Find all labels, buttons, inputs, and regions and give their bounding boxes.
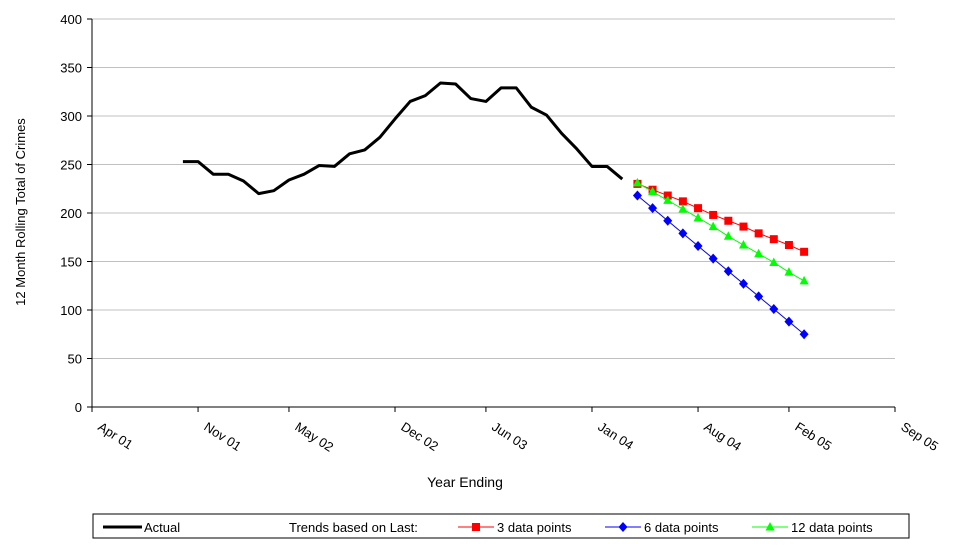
y-axis-title: 12 Month Rolling Total of Crimes <box>13 118 28 306</box>
legend-trend-prefix: Trends based on Last: <box>289 520 418 535</box>
data-point-triangle <box>723 231 733 240</box>
data-point-square <box>724 216 733 225</box>
data-point-triangle <box>648 186 658 196</box>
x-tick-label: Dec 02 <box>398 419 441 454</box>
series-line <box>637 183 805 253</box>
data-point-diamond <box>678 228 688 239</box>
x-tick-label: Feb 05 <box>792 419 834 454</box>
series-line <box>637 182 805 282</box>
y-tick-label: 100 <box>60 303 82 318</box>
data-point-diamond <box>754 291 764 302</box>
data-point-diamond <box>618 522 628 532</box>
data-point-diamond <box>799 329 809 340</box>
data-point-triangle <box>632 177 642 187</box>
data-point-triangle <box>799 275 809 285</box>
gridlines <box>92 18 895 359</box>
series-6-data-points <box>632 190 809 340</box>
series-12-data-points <box>632 177 809 285</box>
legend-trend-items: 3 data points 6 data points 12 data points <box>458 520 873 535</box>
data-point-square <box>472 523 480 531</box>
data-point-triangle <box>663 195 673 204</box>
series-line <box>182 81 624 196</box>
data-point-square <box>739 222 748 231</box>
data-point-diamond <box>738 278 748 289</box>
data-point-triangle <box>765 522 775 531</box>
y-tick-label: 250 <box>60 158 82 173</box>
y-tick-label: 200 <box>60 206 82 221</box>
data-point-diamond <box>784 316 794 327</box>
series-actual <box>182 81 624 196</box>
legend-label: 12 data points <box>791 520 873 535</box>
x-axis-title: Year Ending <box>427 474 503 490</box>
legend-label: 3 data points <box>497 520 572 535</box>
legend-label: 6 data points <box>644 520 719 535</box>
data-point-diamond <box>723 266 733 277</box>
x-tick-label: Jun 03 <box>489 419 530 453</box>
legend-item: 6 data points <box>605 520 719 535</box>
x-tick-label: Jan 04 <box>595 419 636 453</box>
y-tick-label: 0 <box>75 400 82 415</box>
data-point-diamond <box>632 190 642 201</box>
x-tick-label: Sep 05 <box>898 419 941 454</box>
data-point-square <box>784 241 793 250</box>
y-tick-label: 400 <box>60 12 82 27</box>
data-point-triangle <box>754 248 764 258</box>
data-point-square <box>800 247 809 256</box>
x-tick-label: Aug 04 <box>701 419 744 454</box>
data-point-square <box>678 197 687 206</box>
legend-box <box>92 513 910 539</box>
data-point-square <box>694 204 703 213</box>
x-tick-label: Apr 01 <box>95 419 135 452</box>
y-tick-label: 350 <box>60 61 82 76</box>
data-point-diamond <box>708 253 718 264</box>
data-point-square <box>754 229 763 238</box>
data-point-triangle <box>693 212 703 222</box>
data-point-triangle <box>738 240 748 249</box>
x-tick-label: Nov 01 <box>201 419 244 454</box>
series-group <box>182 81 809 340</box>
x-tick-label: May 02 <box>292 419 336 455</box>
data-point-diamond <box>663 215 673 226</box>
axes: 0 50 100 150 200 250 300 350 400 Apr 01 Nov 01 May … <box>60 12 941 455</box>
legend-label-actual: Actual <box>144 520 180 535</box>
data-point-triangle <box>784 267 794 276</box>
y-tick-label: 300 <box>60 109 82 124</box>
data-point-triangle <box>769 257 779 266</box>
data-point-triangle <box>708 221 718 231</box>
data-point-square <box>769 235 778 244</box>
data-point-triangle <box>678 204 688 213</box>
y-tick-label: 150 <box>60 255 82 270</box>
legend-item: 12 data points <box>752 520 873 535</box>
legend-item: 3 data points <box>458 520 572 535</box>
data-point-square <box>709 210 718 219</box>
y-tick-label: 50 <box>68 352 82 367</box>
series-3-data-points <box>633 179 809 256</box>
data-point-diamond <box>769 304 779 315</box>
series-line <box>637 195 805 335</box>
data-point-diamond <box>648 203 658 214</box>
data-point-diamond <box>693 240 703 251</box>
legend: Actual Trends based on Last: 3 data poin… <box>92 513 910 539</box>
